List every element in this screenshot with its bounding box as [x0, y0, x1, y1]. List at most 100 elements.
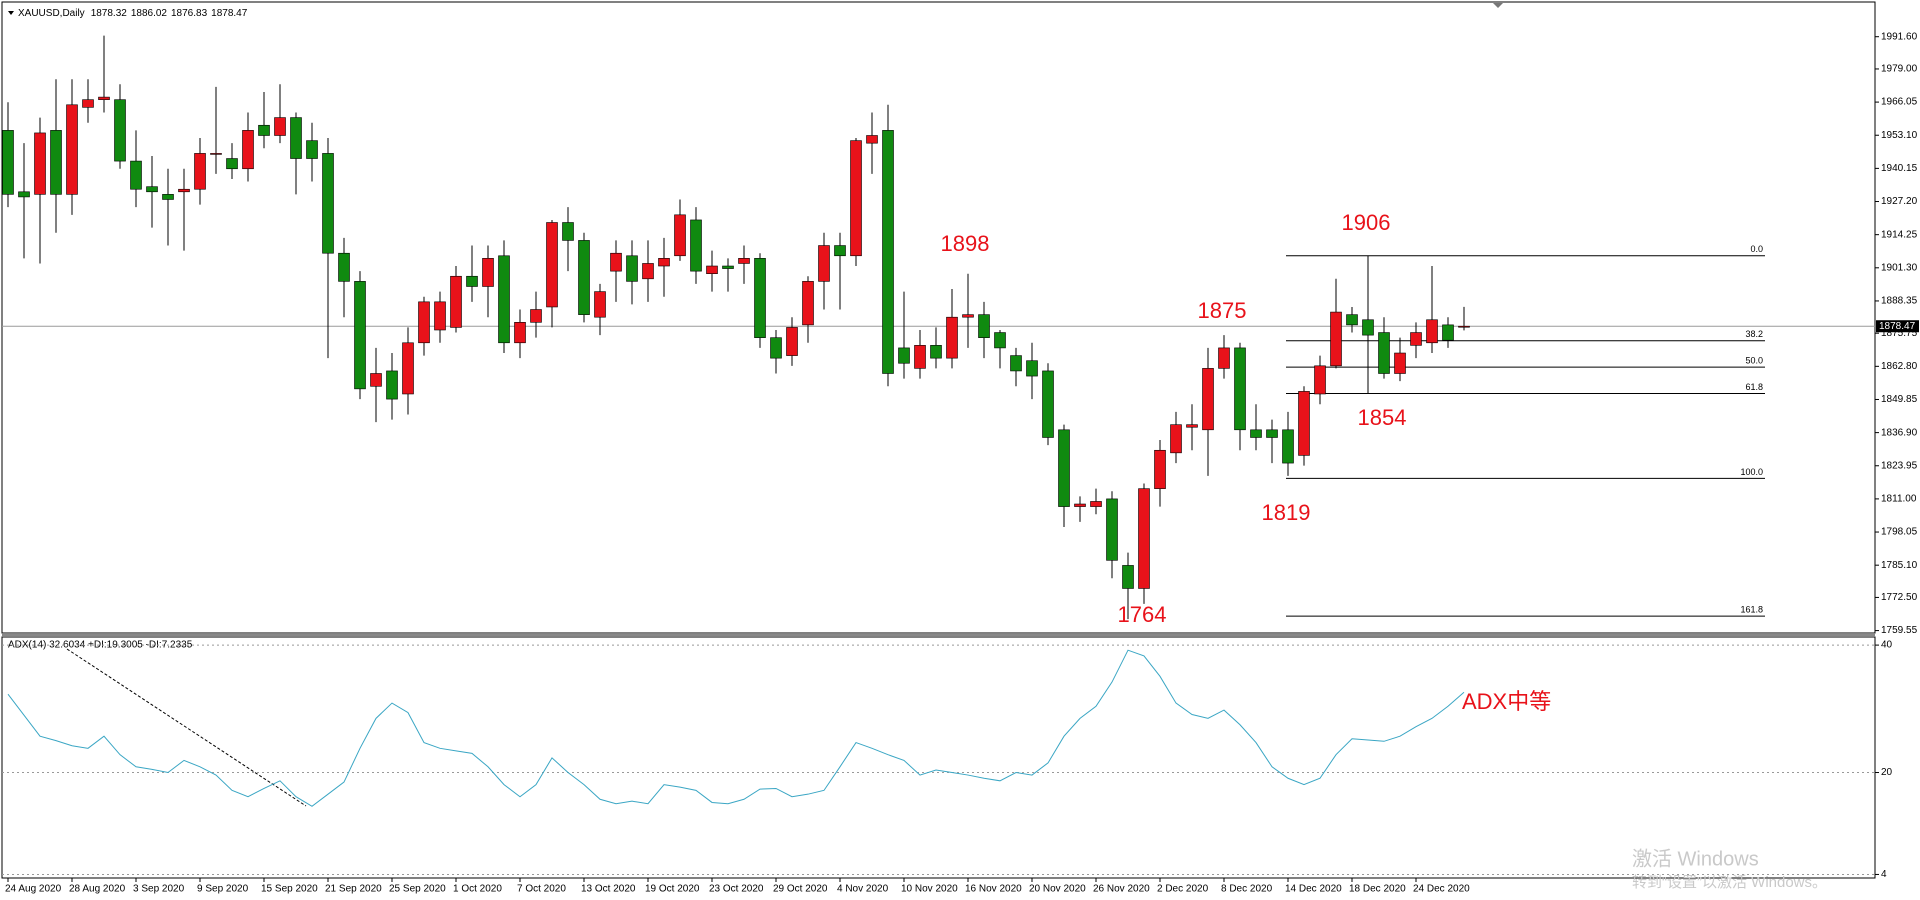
candle-body	[258, 124, 270, 136]
y-tick-label: 1927.20	[1881, 196, 1918, 207]
trend-line	[66, 648, 307, 807]
price-annotation: 1906	[1342, 210, 1391, 235]
candle-body	[994, 332, 1006, 349]
y-tick-label: 1914.25	[1881, 229, 1918, 240]
candle-body	[1330, 311, 1342, 367]
candle-body	[802, 281, 814, 326]
fib-label: 50.0	[1745, 355, 1763, 365]
candle-body	[386, 370, 398, 400]
candle-body	[306, 140, 318, 159]
candle-body	[674, 214, 686, 257]
fib-label: 0.0	[1750, 244, 1763, 254]
price-annotation: 1875	[1198, 298, 1247, 323]
candle-body	[530, 309, 542, 323]
y-tick-label: 1875.75	[1881, 328, 1918, 339]
x-tick-label: 20 Nov 2020	[1029, 884, 1086, 895]
candle-body	[658, 258, 670, 267]
candle-body	[322, 153, 334, 254]
candle-body	[338, 252, 350, 282]
candle-body	[114, 99, 126, 162]
candle-body	[274, 117, 286, 136]
candle-body	[466, 275, 478, 287]
candle-body	[194, 153, 206, 190]
candle-body	[1138, 488, 1150, 589]
candle-body	[866, 135, 878, 144]
price-annotation: 1764	[1118, 602, 1167, 627]
x-tick-label: 16 Nov 2020	[965, 884, 1022, 895]
candle-body	[1458, 325, 1470, 328]
y-tick-label: 1940.15	[1881, 163, 1918, 174]
candle-body	[2, 130, 14, 195]
candle-body	[18, 191, 30, 198]
header-low: 1876.83	[171, 8, 208, 19]
candle-body	[482, 258, 494, 287]
x-tick-label: 9 Sep 2020	[197, 884, 249, 895]
candle-body	[930, 345, 942, 359]
fib-label: 100.0	[1740, 467, 1763, 477]
candle-body	[786, 327, 798, 356]
y-tick-label: 1862.80	[1881, 361, 1918, 372]
watermark-sub: 转到“设置”以激活 Windows。	[1632, 874, 1827, 891]
candle-body	[1394, 352, 1406, 374]
adx-line	[7, 649, 1465, 807]
y-tick-label: 1785.10	[1881, 560, 1918, 571]
fib-label: 61.8	[1745, 382, 1763, 392]
y-tick-label: 1811.00	[1881, 494, 1917, 505]
candle-body	[450, 275, 462, 328]
candle-body	[162, 194, 174, 200]
candle-body	[1298, 391, 1310, 456]
y-tick-label: 1836.90	[1881, 427, 1918, 438]
candle-body	[1026, 360, 1038, 377]
candle-body	[242, 130, 254, 170]
y-tick-label: 1849.85	[1881, 394, 1918, 405]
candle-body	[1074, 503, 1086, 507]
candle-body	[706, 265, 718, 274]
candle-body	[98, 96, 110, 100]
candle-body	[1186, 424, 1198, 428]
y-tick-label: 1979.00	[1881, 64, 1918, 75]
candle-body	[642, 263, 654, 280]
candle-body	[978, 314, 990, 338]
y-tick-label: 1759.55	[1881, 625, 1918, 636]
x-tick-label: 28 Aug 2020	[69, 884, 126, 895]
candle-body	[1058, 429, 1070, 507]
candle-body	[1234, 347, 1246, 431]
y-tick-label: 1888.35	[1881, 296, 1918, 307]
candle-body	[514, 322, 526, 344]
x-tick-label: 29 Oct 2020	[773, 884, 828, 895]
candle-body	[354, 281, 366, 390]
candle-body	[178, 188, 190, 193]
candle-body	[1378, 332, 1390, 374]
candle-body	[578, 240, 590, 315]
candle-body	[290, 117, 302, 159]
adx-panel	[1, 636, 1876, 879]
candle-body	[834, 245, 846, 257]
x-tick-label: 7 Oct 2020	[517, 884, 566, 895]
candle-body	[1170, 424, 1182, 454]
candle-body	[370, 373, 382, 387]
price-annotation: 1854	[1358, 405, 1407, 430]
candle-body	[1202, 368, 1214, 431]
candle-body	[946, 316, 958, 359]
candle-body	[738, 258, 750, 264]
candle-body	[770, 337, 782, 359]
candle-body	[1106, 498, 1118, 561]
x-tick-label: 1 Oct 2020	[453, 884, 502, 895]
x-tick-label: 3 Sep 2020	[133, 884, 185, 895]
x-tick-label: 23 Oct 2020	[709, 884, 764, 895]
price-header: XAUUSD,Daily 1878.32 1886.02 1876.83 1878.47	[18, 8, 248, 19]
y-tick-label: 1798.05	[1881, 527, 1918, 538]
x-tick-label: 4 Nov 2020	[837, 884, 889, 895]
x-tick-label: 10 Nov 2020	[901, 884, 958, 895]
y-tick-label: 4	[1881, 869, 1887, 880]
price-label-box	[1876, 320, 1919, 333]
candle-body	[850, 140, 862, 257]
x-tick-label: 24 Dec 2020	[1413, 884, 1470, 895]
candle-body	[1042, 370, 1054, 438]
candle-body	[1426, 319, 1438, 344]
candle-body	[34, 132, 46, 195]
candle-body	[434, 301, 446, 331]
candle-body	[50, 130, 62, 195]
x-tick-label: 19 Oct 2020	[645, 884, 700, 895]
